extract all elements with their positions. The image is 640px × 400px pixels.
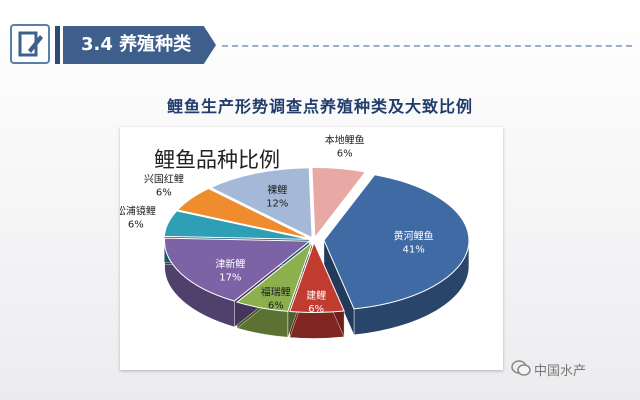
pie-slice-3 (289, 241, 345, 313)
slice-label: 津新鲤 (215, 258, 245, 271)
pie-chart-panel: 鲤鱼品种比例 本地鲤鱼 6% 黄河鲤鱼 41% 建鲤 6% 福瑞鲤 6% 津新鲤 17% 松浦镜鲤 6… (120, 127, 503, 370)
slice-percent: 6% (337, 148, 353, 159)
slice-percent: 6% (156, 187, 172, 198)
pie-slice-5 (164, 237, 311, 302)
slice-label: 裸鲤 (267, 184, 287, 197)
pie-slice-4 (235, 240, 314, 312)
pie-slice-1 (311, 167, 367, 239)
slice-percent: 6% (128, 219, 144, 230)
slice-label: 本地鲤鱼 (325, 133, 365, 146)
section-header: 3.4 养殖种类 (0, 22, 640, 68)
slice-label: 兴国红鲤 (144, 172, 184, 185)
slice-percent: 6% (308, 304, 324, 315)
slice-label: 松浦镜鲤 (120, 204, 156, 217)
slice-label: 建鲤 (306, 289, 326, 302)
pie-slice-8 (209, 167, 313, 239)
watermark-text: 中国水产 (534, 364, 587, 379)
edit-note-icon (10, 24, 50, 64)
pie-labels: 本地鲤鱼6%黄河鲤鱼41%建鲤6%福瑞鲤6%津新鲤17%松浦镜鲤6%兴国红鲤6%… (120, 133, 434, 315)
header-divider (222, 45, 632, 47)
header-accent-bar (55, 26, 60, 64)
pie-tops (163, 167, 470, 313)
slice-percent: 12% (266, 199, 288, 210)
pie-chart: 鲤鱼品种比例 本地鲤鱼6%黄河鲤鱼41%建鲤6%福瑞鲤6%津新鲤17%松浦镜鲤6… (120, 133, 470, 339)
slide-subtitle: 鲤鱼生产形势调查点养殖种类及大致比例 (166, 97, 473, 116)
pie-slice-2 (323, 174, 470, 310)
slice-percent: 41% (403, 245, 425, 256)
pie-slice-7 (176, 187, 311, 240)
slice-percent: 6% (268, 301, 284, 312)
slice-label: 黄河鲤鱼 (394, 230, 434, 243)
section-title: 3.4 养殖种类 (63, 26, 216, 64)
slice-label: 福瑞鲤 (261, 286, 291, 299)
slice-percent: 17% (219, 273, 241, 284)
chart-title: 鲤鱼品种比例 (154, 148, 280, 172)
wechat-icon (511, 360, 531, 376)
pie-slice-6 (163, 210, 310, 240)
